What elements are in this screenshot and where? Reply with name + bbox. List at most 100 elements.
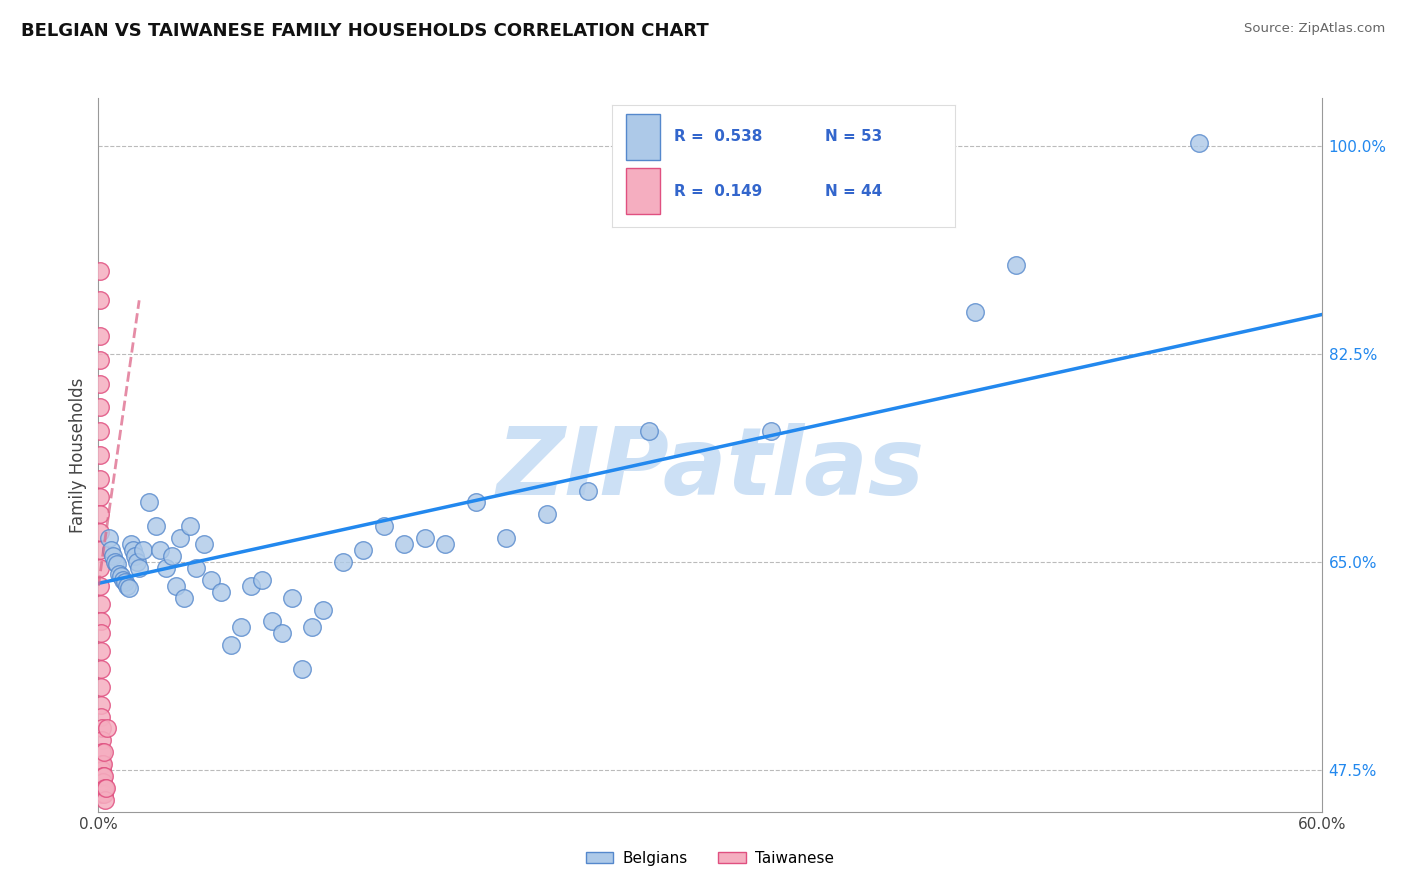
Point [93,780,115,795]
Point [89,508,111,522]
Point [89,579,111,593]
Point [155,561,177,575]
Point [193,537,215,551]
Point [89,401,111,415]
Point [250,573,273,587]
Point [89,376,111,391]
Point [138,495,160,509]
Point [965,305,987,319]
Point [281,591,304,605]
Point [89,293,111,308]
Point [105,558,128,572]
Point [165,579,187,593]
Point [332,555,354,569]
Legend: Belgians, Taiwanese: Belgians, Taiwanese [579,845,841,871]
Point [173,591,195,605]
Point [94,793,117,807]
Point [91,757,114,772]
Point [120,537,142,551]
Point [89,263,111,277]
Point [91,763,114,777]
Point [291,662,314,676]
Point [118,581,141,595]
Point [91,775,114,789]
Point [91,780,114,795]
Point [89,561,111,575]
Point [413,531,436,545]
Point [169,531,191,545]
Point [373,519,395,533]
Point [93,787,115,801]
Point [312,602,335,616]
Text: ZIPatlas: ZIPatlas [496,423,924,516]
Point [434,537,457,551]
Point [94,780,117,795]
Point [91,769,114,783]
Point [97,531,120,545]
Point [90,680,112,694]
Point [89,424,111,438]
Point [90,626,112,640]
Point [108,566,131,581]
Point [90,698,112,712]
Point [200,573,222,587]
Point [495,531,517,545]
Point [89,525,111,540]
Point [91,787,114,801]
Point [149,543,172,558]
Point [115,579,138,593]
Point [90,733,112,747]
Point [101,549,124,563]
Point [110,569,132,583]
Point [91,775,114,789]
Point [90,745,112,759]
Text: BELGIAN VS TAIWANESE FAMILY HOUSEHOLDS CORRELATION CHART: BELGIAN VS TAIWANESE FAMILY HOUSEHOLDS C… [21,22,709,40]
Point [89,329,111,343]
Point [145,519,167,533]
Point [1188,136,1211,151]
Point [91,786,114,800]
Point [160,549,183,563]
Point [93,745,115,759]
Point [122,543,145,558]
Point [352,543,374,558]
Point [89,448,111,462]
Y-axis label: Family Households: Family Households [69,377,87,533]
Point [231,620,253,634]
Point [90,709,112,723]
Point [132,543,155,558]
Text: Source: ZipAtlas.com: Source: ZipAtlas.com [1244,22,1385,36]
Point [111,573,134,587]
Point [536,508,558,522]
Point [114,575,136,590]
Point [91,757,114,772]
Point [89,472,111,486]
Point [638,424,661,438]
Point [96,722,118,736]
Point [100,543,122,558]
Point [219,638,242,652]
Point [90,597,112,611]
Point [761,424,783,438]
Point [89,543,111,558]
Point [90,722,112,736]
Point [93,769,115,783]
Point [260,615,283,629]
Point [90,662,112,676]
Point [270,626,294,640]
Point [89,490,111,504]
Point [91,769,114,783]
Point [89,352,111,367]
Point [179,519,201,533]
Point [104,555,127,569]
Point [240,579,263,593]
Point [392,537,416,551]
Point [127,555,149,569]
Point [128,561,150,575]
Point [209,584,232,599]
Point [576,483,599,498]
Point [1004,258,1026,272]
Point [93,780,115,795]
Point [90,615,112,629]
Point [124,549,146,563]
